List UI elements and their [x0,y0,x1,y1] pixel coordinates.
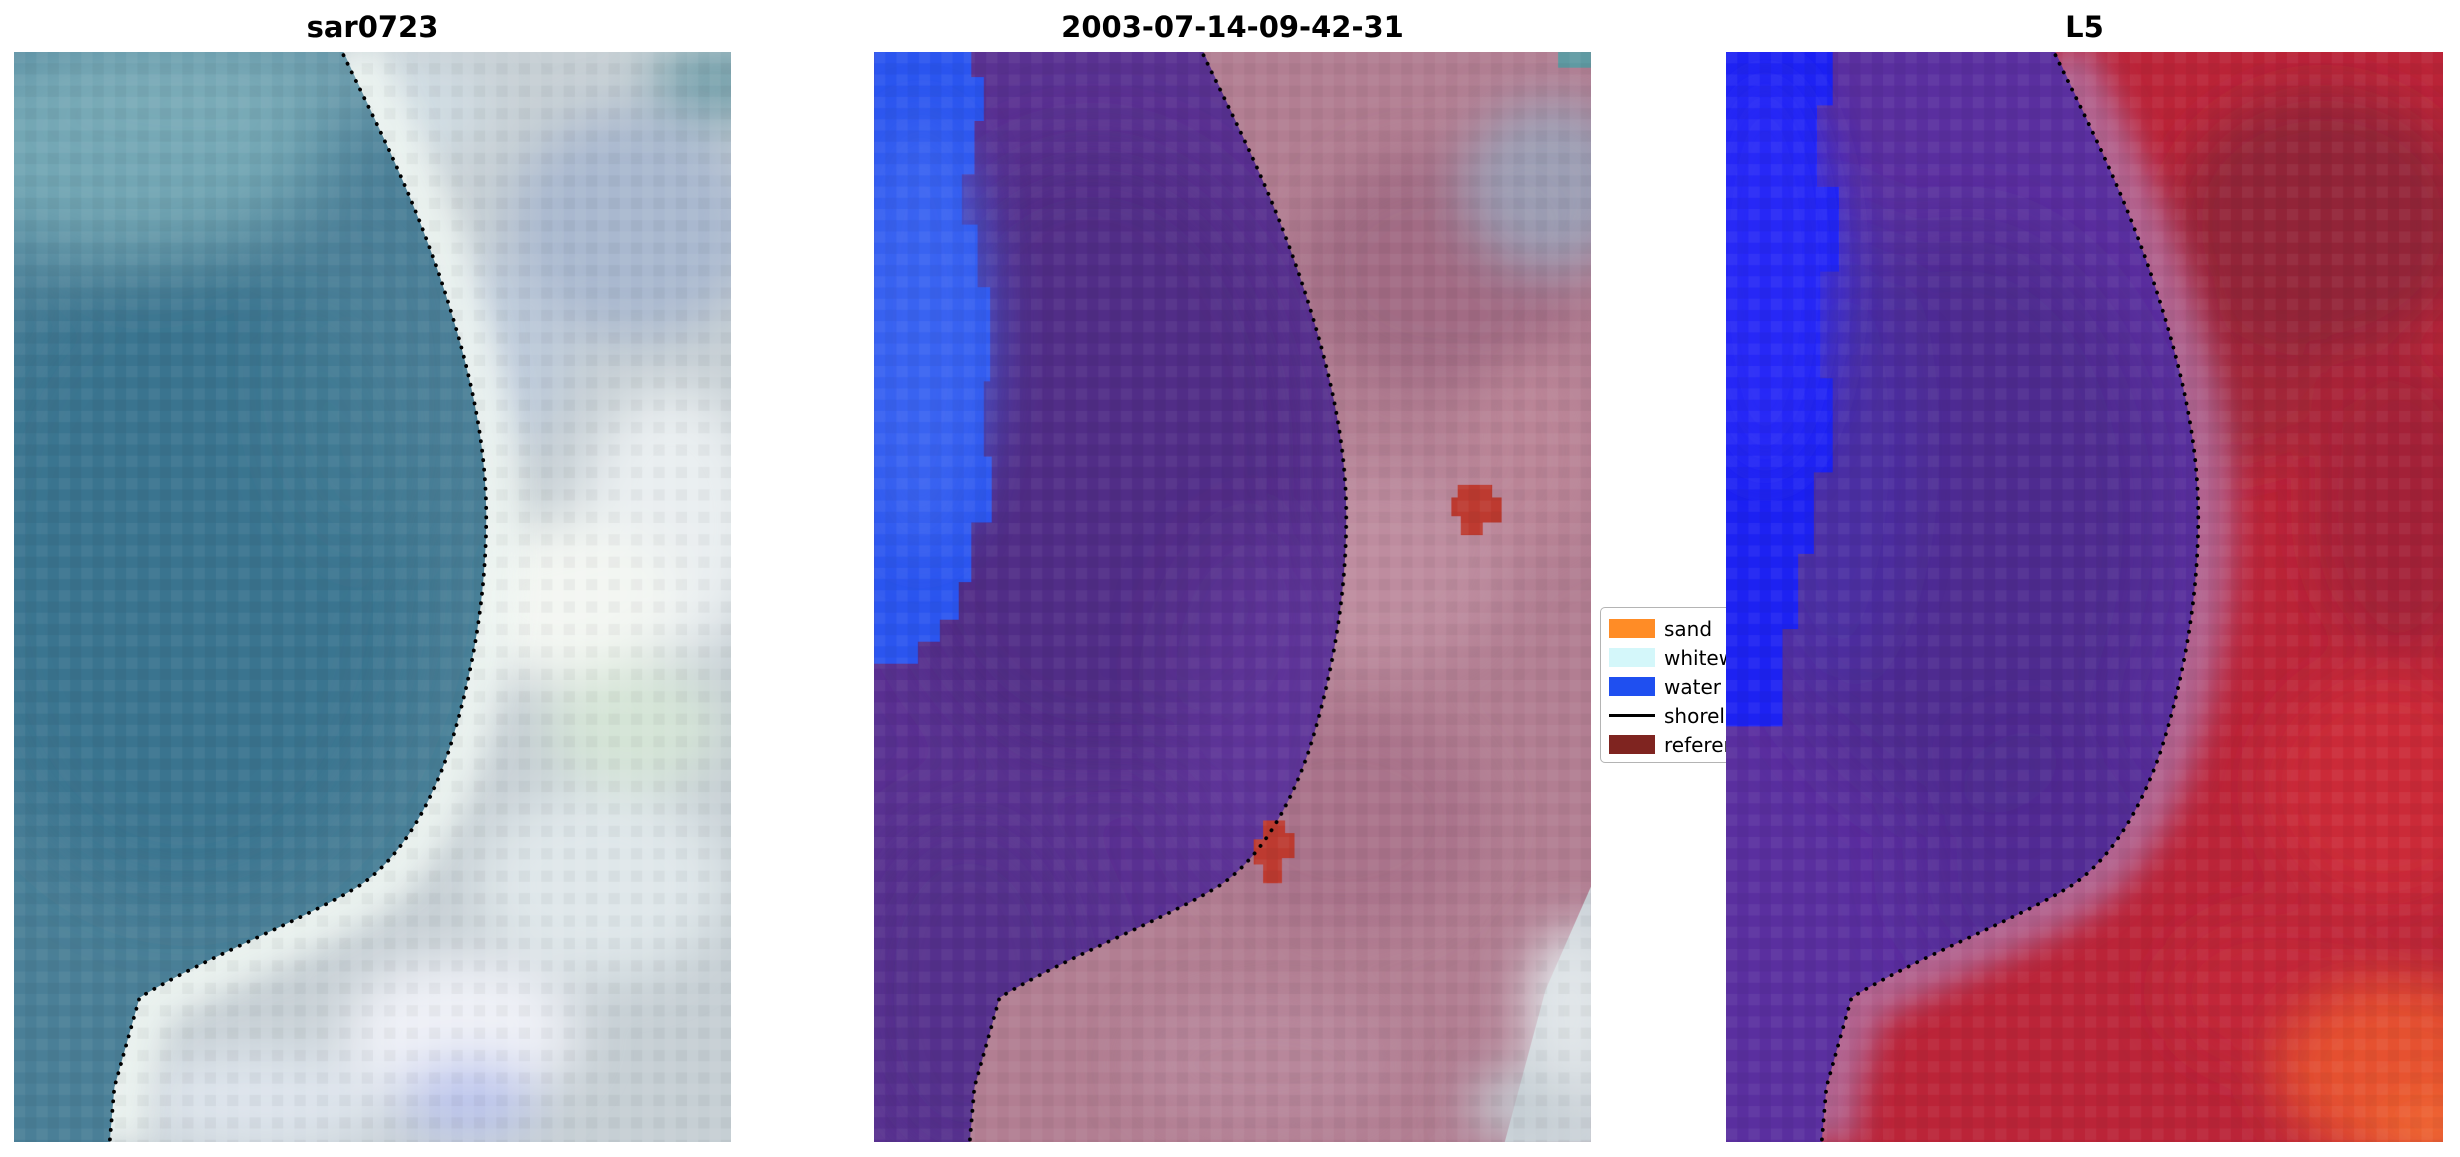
legend: sand whitew water shorel referen [1600,607,1740,763]
panel-sar-image [14,52,731,1142]
sar-image-svg [14,52,731,1142]
shoreline-dotted-line [107,53,489,1142]
shoreline-dotted-line [1819,53,2201,1142]
legend-label-shoreline: shorel [1664,703,1725,728]
legend-label-reference: referen [1664,732,1737,757]
legend-label-water: water [1664,674,1721,699]
panel-title-l5: L5 [2065,10,2104,44]
l5-image-svg [1726,52,2443,1142]
legend-item-whitewater: whitew [1609,643,1739,672]
legend-swatch-shoreline-line [1609,714,1655,717]
shoreline-dotted-line [967,53,1349,1142]
legend-item-sand: sand [1609,614,1739,643]
legend-item-water: water [1609,672,1739,701]
legend-item-shoreline: shorel [1609,701,1739,730]
legend-swatch-reference [1609,735,1655,754]
pixelation-overlay [14,52,731,1142]
legend-label-whitewater: whitew [1664,645,1736,670]
classified-image-svg [874,52,1591,1142]
legend-swatch-whitewater [1609,648,1655,667]
legend-swatch-sand [1609,619,1655,638]
pixelation-overlay [874,52,1591,1142]
pixelation-overlay [1726,52,2443,1142]
panel-title-classified: 2003-07-14-09-42-31 [1061,10,1404,44]
panel-classified-image [874,52,1591,1142]
legend-label-sand: sand [1664,616,1713,641]
legend-item-reference: referen [1609,730,1739,759]
panel-title-sar: sar0723 [306,10,439,44]
legend-swatch-water [1609,677,1655,696]
panel-l5-image [1726,52,2443,1142]
